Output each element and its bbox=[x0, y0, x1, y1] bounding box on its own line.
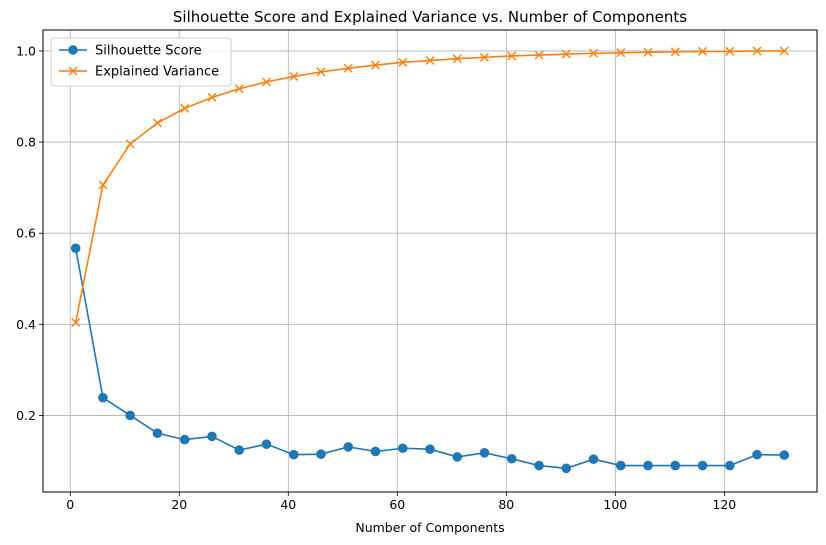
x-tick-label: 80 bbox=[498, 497, 514, 512]
silhouette-score-series bbox=[70, 243, 790, 474]
silhouette-score-point bbox=[370, 446, 381, 457]
silhouette-score-point bbox=[70, 243, 81, 254]
silhouette-score-point bbox=[697, 460, 708, 471]
y-tick-label: 1.0 bbox=[16, 43, 36, 58]
silhouette-score-point bbox=[670, 460, 681, 471]
legend-box bbox=[50, 37, 232, 87]
silhouette-score-point bbox=[479, 448, 490, 458]
silhouette-score-point bbox=[152, 428, 163, 439]
silhouette-score-point bbox=[98, 392, 108, 403]
explained-variance-point bbox=[589, 48, 599, 58]
explained-variance-series bbox=[71, 46, 789, 328]
x-tick-label: 120 bbox=[712, 497, 736, 512]
legend-marker bbox=[68, 45, 78, 55]
silhouette-score-point bbox=[425, 444, 435, 454]
explained-variance-point bbox=[261, 77, 271, 87]
silhouette-score-point bbox=[261, 439, 272, 449]
silhouette-score-point bbox=[779, 450, 790, 460]
explained-variance-point bbox=[234, 84, 244, 94]
explained-variance-point bbox=[71, 318, 81, 328]
explained-variance-point bbox=[643, 47, 653, 57]
explained-variance-point bbox=[343, 63, 353, 73]
silhouette-score-point bbox=[724, 460, 735, 471]
series-layer bbox=[70, 46, 790, 474]
silhouette-score-point bbox=[343, 442, 354, 452]
x-axis-title: Number of Components bbox=[355, 520, 504, 535]
explained-variance-point bbox=[698, 46, 708, 56]
explained-variance-point bbox=[616, 48, 626, 58]
explained-variance-point bbox=[425, 56, 435, 66]
y-tick-label: 0.2 bbox=[16, 408, 36, 423]
y-tick-label: 0.4 bbox=[16, 317, 36, 332]
silhouette-score-line bbox=[74, 248, 785, 470]
x-tick-label: 40 bbox=[280, 497, 296, 512]
explained-variance-point bbox=[98, 180, 108, 190]
explained-variance-point bbox=[152, 118, 162, 128]
silhouette-score-point bbox=[452, 452, 463, 462]
y-tick-label: 0.8 bbox=[16, 135, 36, 150]
explained-variance-point bbox=[289, 71, 299, 81]
explained-variance-point bbox=[752, 46, 762, 56]
plot-frame bbox=[42, 29, 818, 493]
x-tick-label: 0 bbox=[66, 497, 74, 512]
explained-variance-point bbox=[480, 52, 490, 62]
silhouette-score-point bbox=[125, 410, 136, 421]
axis-ticks: 0 20 40 60 80 100 120 0.2 0.4 0.6 0.8 1.0 bbox=[16, 43, 736, 512]
silhouette-score-point bbox=[506, 453, 517, 464]
silhouette-score-point bbox=[534, 460, 544, 471]
legend-marker bbox=[68, 66, 78, 76]
grid-lines bbox=[43, 30, 817, 492]
silhouette-score-point bbox=[179, 434, 190, 445]
x-tick-label: 60 bbox=[389, 497, 405, 512]
y-tick-label: 0.6 bbox=[16, 226, 36, 241]
explained-variance-point bbox=[534, 50, 544, 60]
legend: Silhouette Score Explained Variance bbox=[50, 37, 232, 87]
explained-variance-point bbox=[452, 54, 462, 64]
silhouette-score-point bbox=[397, 443, 408, 454]
explained-variance-point bbox=[670, 47, 680, 57]
x-tick-label: 100 bbox=[603, 497, 627, 512]
explained-variance-point bbox=[725, 46, 735, 56]
silhouette-score-point bbox=[207, 431, 217, 442]
silhouette-score-point bbox=[234, 445, 245, 455]
silhouette-score-point bbox=[316, 449, 326, 459]
silhouette-score-point bbox=[588, 454, 599, 464]
explained-variance-point bbox=[370, 60, 380, 70]
explained-variance-line bbox=[74, 50, 785, 323]
chart-title: Silhouette Score and Explained Variance … bbox=[173, 8, 687, 26]
explained-variance-point bbox=[561, 49, 571, 59]
explained-variance-point bbox=[398, 57, 408, 67]
legend-label: Silhouette Score bbox=[95, 44, 202, 59]
silhouette-score-point bbox=[615, 460, 626, 471]
x-tick-label: 20 bbox=[171, 497, 187, 512]
legend-label: Explained Variance bbox=[95, 65, 219, 80]
silhouette-score-point bbox=[752, 449, 762, 460]
silhouette-score-point bbox=[643, 460, 653, 471]
explained-variance-point bbox=[125, 139, 135, 149]
silhouette-score-point bbox=[288, 449, 299, 460]
explained-variance-point bbox=[507, 51, 517, 61]
explained-variance-point bbox=[207, 92, 217, 102]
explained-variance-point bbox=[779, 46, 789, 56]
explained-variance-point bbox=[180, 103, 190, 113]
silhouette-score-point bbox=[561, 463, 572, 474]
explained-variance-point bbox=[316, 67, 326, 77]
